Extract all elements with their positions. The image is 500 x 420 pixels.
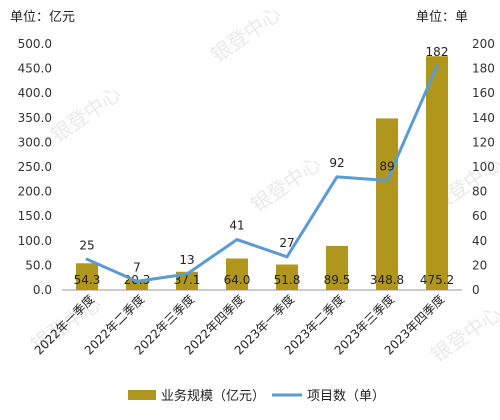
line-value-label: 41 (229, 219, 244, 233)
right-tick-label: 60 (472, 209, 487, 223)
line-value-label: 13 (179, 253, 194, 267)
line-data-labels: 25 7 13 41 27 92 89 182 (79, 45, 448, 274)
right-tick-label: 80 (472, 185, 487, 199)
left-tick-label: 50.0 (25, 258, 52, 272)
bar (326, 245, 348, 290)
left-tick-label: 350.0 (18, 111, 52, 125)
bar-value-label: 348.8 (370, 273, 404, 287)
left-tick-label: 150.0 (18, 209, 52, 223)
line-value-label: 89 (379, 160, 394, 174)
line-point (385, 179, 389, 183)
right-tick-label: 0 (472, 283, 480, 297)
right-tick-label: 200 (472, 37, 495, 51)
left-tick-label: 300.0 (18, 135, 52, 149)
bar (76, 263, 98, 290)
line-point (435, 64, 439, 68)
line-value-label: 7 (133, 260, 141, 274)
right-unit-label: 单位：单 (416, 10, 468, 25)
bar-value-label: 89.5 (324, 273, 351, 287)
right-tick-label: 120 (472, 135, 495, 149)
line-path (86, 65, 439, 283)
bar (276, 264, 298, 290)
bar-value-label: 64.0 (224, 273, 251, 287)
line-point (235, 238, 239, 242)
line-point (285, 255, 289, 259)
bar-value-label: 54.3 (74, 273, 101, 287)
bar (426, 56, 448, 290)
right-tick-label: 100 (472, 160, 495, 174)
left-tick-label: 500.0 (18, 37, 52, 51)
left-tick-label: 100.0 (18, 234, 52, 248)
legend: 业务规模（亿元） 项目数（单） (128, 388, 385, 404)
line-point (185, 272, 189, 276)
line-series (85, 64, 439, 283)
line-point (85, 257, 89, 261)
watermark-text: 银登中心 (46, 81, 125, 147)
right-tick-label: 180 (472, 62, 495, 76)
line-point (135, 279, 139, 283)
left-tick-label: 250.0 (18, 160, 52, 174)
line-value-label: 182 (426, 45, 449, 59)
legend-label-bar: 业务规模（亿元） (161, 388, 265, 404)
bar-value-label: 51.8 (274, 273, 301, 287)
left-axis-ticks: 0.0 50.0 100.0 150.0 200.0 250.0 300.0 350.0 400… (18, 37, 52, 297)
right-tick-label: 20 (472, 258, 487, 272)
bar-series (76, 56, 448, 290)
line-value-label: 92 (329, 156, 344, 170)
legend-swatch-bar (128, 390, 156, 400)
right-tick-label: 160 (472, 86, 495, 100)
bar (126, 280, 148, 290)
line-value-label: 25 (79, 238, 94, 252)
right-tick-label: 140 (472, 111, 495, 125)
line-point (335, 175, 339, 179)
bar (226, 258, 248, 290)
bar (376, 118, 398, 290)
left-tick-label: 200.0 (18, 185, 52, 199)
left-tick-label: 450.0 (18, 62, 52, 76)
bar-value-label: 475.2 (420, 273, 454, 287)
watermark-text: 银登中心 (206, 1, 285, 67)
left-tick-label: 0.0 (33, 283, 52, 297)
legend-label-line: 项目数（单） (307, 389, 385, 404)
left-unit-label: 单位：亿元 (10, 10, 75, 25)
right-tick-label: 40 (472, 234, 487, 248)
category-labels: 2022年一季度2022年二季度2022年三季度2022年四季度2023年一季度… (31, 292, 447, 358)
watermark-text: 银登中心 (246, 151, 325, 217)
right-axis-ticks: 0 20 40 60 80 100 120 140 160 180 200 (472, 37, 495, 297)
line-value-label: 27 (279, 236, 294, 250)
left-tick-label: 400.0 (18, 86, 52, 100)
